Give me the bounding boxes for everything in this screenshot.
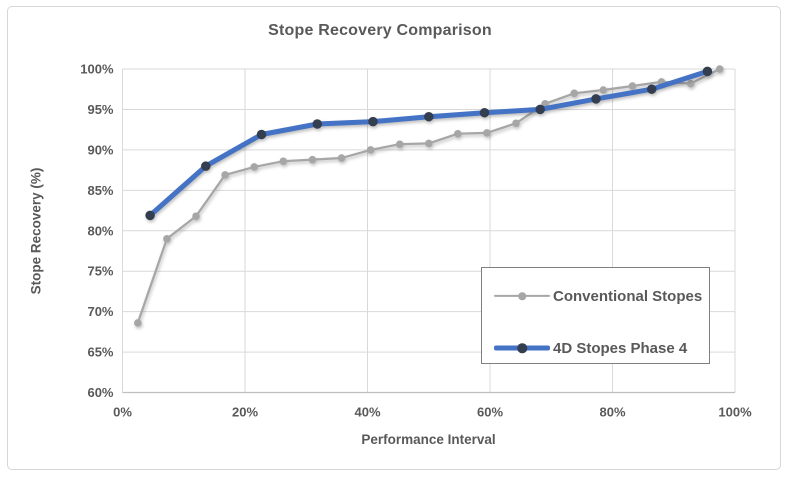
x-axis-title: Performance Interval [361, 432, 496, 447]
data-point-marker [599, 86, 608, 94]
x-tick-label: 60% [477, 405, 503, 420]
data-point-marker [512, 119, 520, 127]
x-tick-label: 20% [232, 405, 258, 420]
y-tick-label: 70% [87, 304, 113, 319]
legend-item-4d-stopes-phase-4: 4D Stopes Phase 4 [494, 334, 705, 362]
y-axis-title: Stope Recovery (%) [28, 167, 44, 295]
legend: Conventional Stopes 4D Stopes Phase 4 [481, 267, 710, 364]
legend-label: Conventional Stopes [553, 287, 703, 305]
y-tick-label: 75% [87, 264, 113, 279]
data-point-marker [192, 212, 200, 220]
legend-label: 4D Stopes Phase 4 [553, 339, 688, 357]
data-point-marker [395, 140, 404, 148]
y-tick-label: 80% [87, 223, 113, 238]
data-point-marker [337, 154, 346, 162]
tick-labels: 60% 65% 70% 75% 80% 85% 90% 95% 100% 0% 20% 40% 60% 8… [80, 62, 752, 420]
data-point-marker [570, 89, 578, 98]
series-4d-stopes-phase-4 [145, 66, 713, 221]
data-point-marker [646, 84, 657, 94]
y-tick-label: 95% [87, 102, 113, 117]
legend-swatch-4d-stopes [494, 342, 550, 354]
x-tick-label: 0% [113, 405, 132, 420]
data-point-marker [715, 65, 724, 73]
data-point-marker [163, 235, 171, 243]
data-point-marker [454, 129, 462, 138]
data-point-marker [628, 82, 637, 90]
y-tick-label: 65% [87, 345, 113, 360]
y-tick-label: 85% [87, 183, 113, 198]
y-tick-label: 100% [80, 62, 114, 77]
data-point-marker [256, 129, 267, 140]
data-point-marker [221, 171, 229, 179]
data-point-marker [201, 161, 211, 171]
data-point-marker [535, 104, 545, 115]
y-tick-label: 90% [87, 142, 113, 157]
data-point-marker [368, 116, 378, 127]
data-point-marker [134, 319, 142, 327]
chart-title: Stope Recovery Comparison [268, 22, 492, 39]
data-point-marker [279, 157, 288, 165]
y-tick-label: 60% [87, 385, 113, 400]
data-point-marker [702, 66, 713, 77]
data-point-marker [686, 79, 695, 88]
data-point-marker [424, 111, 434, 122]
legend-marker-icon [518, 292, 526, 300]
x-tick-label: 40% [354, 405, 380, 420]
data-point-marker [479, 107, 490, 118]
data-point-marker [425, 139, 433, 148]
legend-marker-icon [517, 343, 527, 353]
gridlines [122, 68, 736, 393]
data-point-marker [591, 94, 601, 104]
x-tick-label: 100% [718, 405, 752, 420]
data-point-marker [145, 210, 155, 221]
data-point-marker [483, 129, 491, 137]
x-tick-label: 80% [599, 405, 625, 420]
legend-item-conventional-stopes: Conventional Stopes [494, 282, 705, 310]
data-point-marker [250, 163, 258, 171]
data-point-marker [366, 146, 375, 154]
data-point-marker [312, 119, 323, 129]
data-point-marker [308, 155, 317, 164]
legend-swatch-conventional [494, 290, 550, 302]
